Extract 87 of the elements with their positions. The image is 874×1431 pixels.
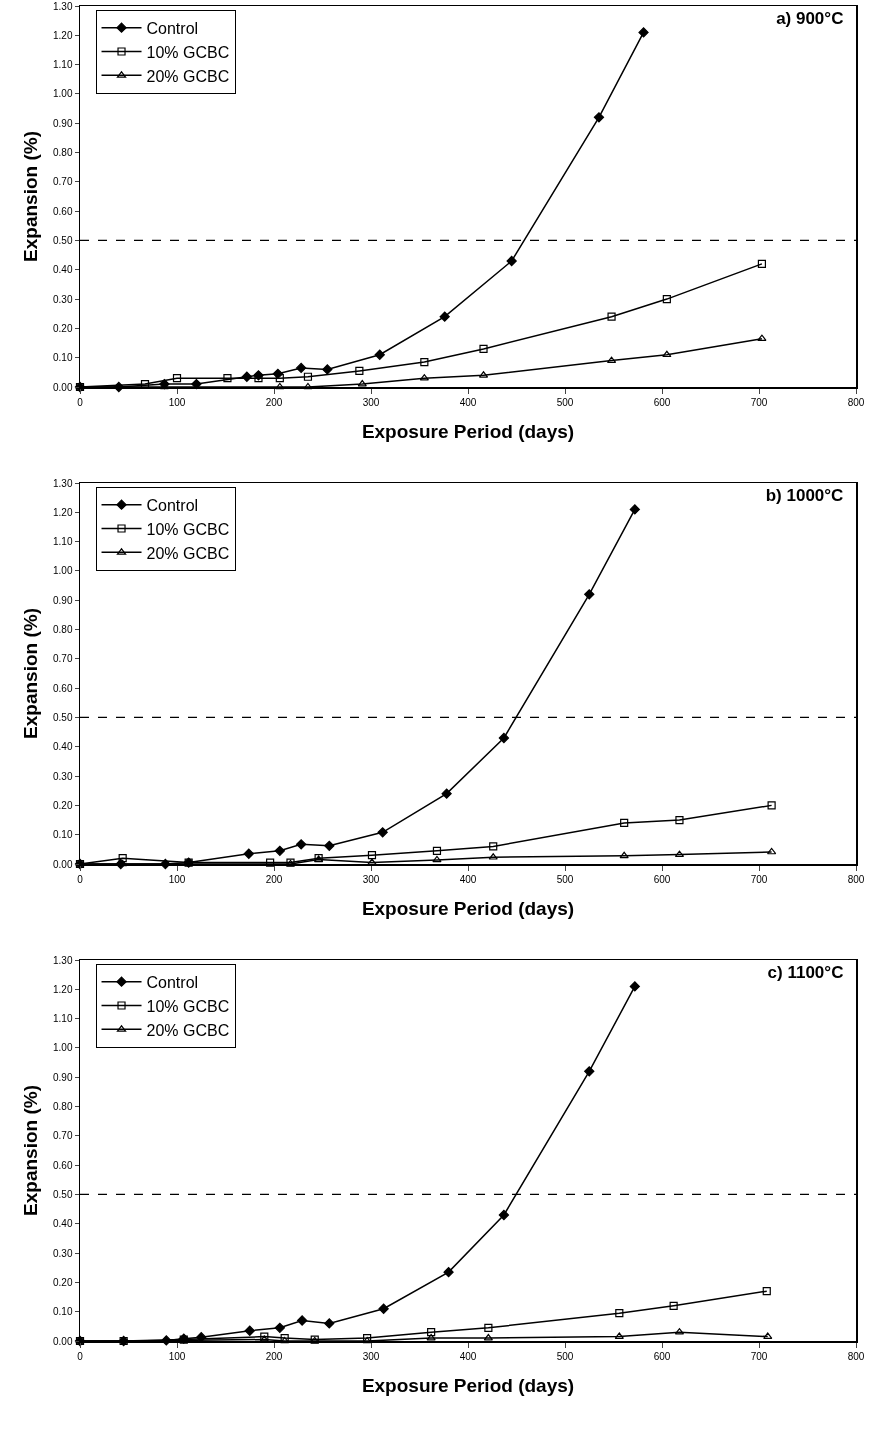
legend-label: 20% GCBC — [146, 67, 230, 85]
x-tick-label: 0 — [77, 873, 84, 885]
x-tick-label: 0 — [77, 396, 84, 408]
x-tick-label: 300 — [362, 1350, 380, 1362]
x-tick-label: 400 — [459, 873, 477, 885]
legend-label: Control — [146, 496, 199, 514]
y-axis-title: Expansion (%) — [20, 608, 42, 739]
y-tick-label: 1.30 — [53, 954, 73, 966]
y-tick-label: 0.60 — [53, 205, 73, 217]
y-tick-label: 1.10 — [53, 1013, 73, 1025]
y-tick-label: 0.30 — [53, 770, 73, 782]
y-tick-label: 0.50 — [53, 234, 73, 246]
x-tick-label: 100 — [168, 873, 186, 885]
y-tick-label: 0.50 — [53, 711, 73, 723]
y-tick-label: 0.20 — [53, 799, 73, 811]
y-tick-label: 0.70 — [53, 653, 73, 665]
x-tick-label: 600 — [653, 1350, 671, 1362]
legend-label: 10% GCBC — [146, 43, 230, 61]
y-tick-label: 0.40 — [53, 741, 73, 753]
y-tick-label: 0.00 — [53, 381, 73, 393]
y-axis-title: Expansion (%) — [20, 131, 42, 262]
x-tick-label: 100 — [168, 396, 186, 408]
x-tick-label: 700 — [750, 1350, 768, 1362]
y-tick-label: 1.30 — [53, 0, 73, 12]
y-tick-label: 0.90 — [53, 117, 73, 129]
legend-label: Control — [146, 19, 199, 37]
chart-title: a) 900°C — [776, 8, 844, 28]
x-tick-label: 200 — [265, 396, 283, 408]
legend-label: 20% GCBC — [146, 544, 230, 562]
x-tick-label: 400 — [459, 1350, 477, 1362]
x-tick-label: 300 — [362, 396, 380, 408]
y-tick-label: 0.80 — [53, 147, 73, 159]
y-tick-label: 1.00 — [53, 1042, 73, 1054]
y-tick-label: 0.60 — [53, 682, 73, 694]
x-tick-label: 200 — [265, 1350, 283, 1362]
y-tick-label: 0.60 — [53, 1159, 73, 1171]
x-axis-title: Exposure Period (days) — [361, 1375, 575, 1397]
y-tick-label: 0.10 — [53, 1306, 73, 1318]
y-tick-label: 1.20 — [53, 983, 73, 995]
y-tick-label: 0.70 — [53, 1130, 73, 1142]
y-tick-label: 0.10 — [53, 352, 73, 364]
x-tick-label: 100 — [168, 1350, 186, 1362]
y-tick-label: 0.20 — [53, 1276, 73, 1288]
chart-title: b) 1000°C — [765, 485, 844, 505]
legend-label: 10% GCBC — [146, 997, 230, 1015]
y-tick-label: 1.10 — [53, 59, 73, 71]
x-axis-title: Exposure Period (days) — [361, 421, 575, 443]
y-tick-label: 0.30 — [53, 293, 73, 305]
y-tick-label: 0.80 — [53, 624, 73, 636]
x-tick-label: 800 — [847, 396, 865, 408]
y-axis-title: Expansion (%) — [20, 1085, 42, 1216]
y-tick-label: 0.90 — [53, 1071, 73, 1083]
y-tick-label: 1.00 — [53, 88, 73, 100]
y-tick-label: 0.80 — [53, 1101, 73, 1113]
y-tick-label: 0.00 — [53, 1335, 73, 1347]
x-tick-label: 500 — [556, 396, 574, 408]
x-tick-label: 500 — [556, 873, 574, 885]
x-tick-label: 800 — [847, 873, 865, 885]
y-tick-label: 0.50 — [53, 1188, 73, 1200]
x-tick-label: 300 — [362, 873, 380, 885]
y-tick-label: 1.10 — [53, 536, 73, 548]
x-tick-label: 200 — [265, 873, 283, 885]
legend-label: 20% GCBC — [146, 1021, 230, 1039]
x-axis-title: Exposure Period (days) — [361, 898, 575, 920]
y-tick-label: 0.10 — [53, 829, 73, 841]
y-tick-label: 1.20 — [53, 506, 73, 518]
x-tick-label: 700 — [750, 396, 768, 408]
y-tick-label: 0.70 — [53, 176, 73, 188]
x-tick-label: 600 — [653, 873, 671, 885]
y-tick-label: 1.20 — [53, 29, 73, 41]
x-tick-label: 600 — [653, 396, 671, 408]
legend-label: 10% GCBC — [146, 520, 230, 538]
y-tick-label: 0.00 — [53, 858, 73, 870]
y-tick-label: 1.30 — [53, 477, 73, 489]
y-tick-label: 0.90 — [53, 594, 73, 606]
y-tick-label: 0.40 — [53, 1218, 73, 1230]
chart-title: c) 1100°C — [767, 962, 844, 982]
legend-label: Control — [146, 973, 199, 991]
y-tick-label: 0.40 — [53, 264, 73, 276]
y-tick-label: 0.20 — [53, 322, 73, 334]
x-tick-label: 500 — [556, 1350, 574, 1362]
y-tick-label: 0.30 — [53, 1247, 73, 1259]
x-tick-label: 800 — [847, 1350, 865, 1362]
x-tick-label: 400 — [459, 396, 477, 408]
x-tick-label: 0 — [77, 1350, 84, 1362]
x-tick-label: 700 — [750, 873, 768, 885]
y-tick-label: 1.00 — [53, 565, 73, 577]
